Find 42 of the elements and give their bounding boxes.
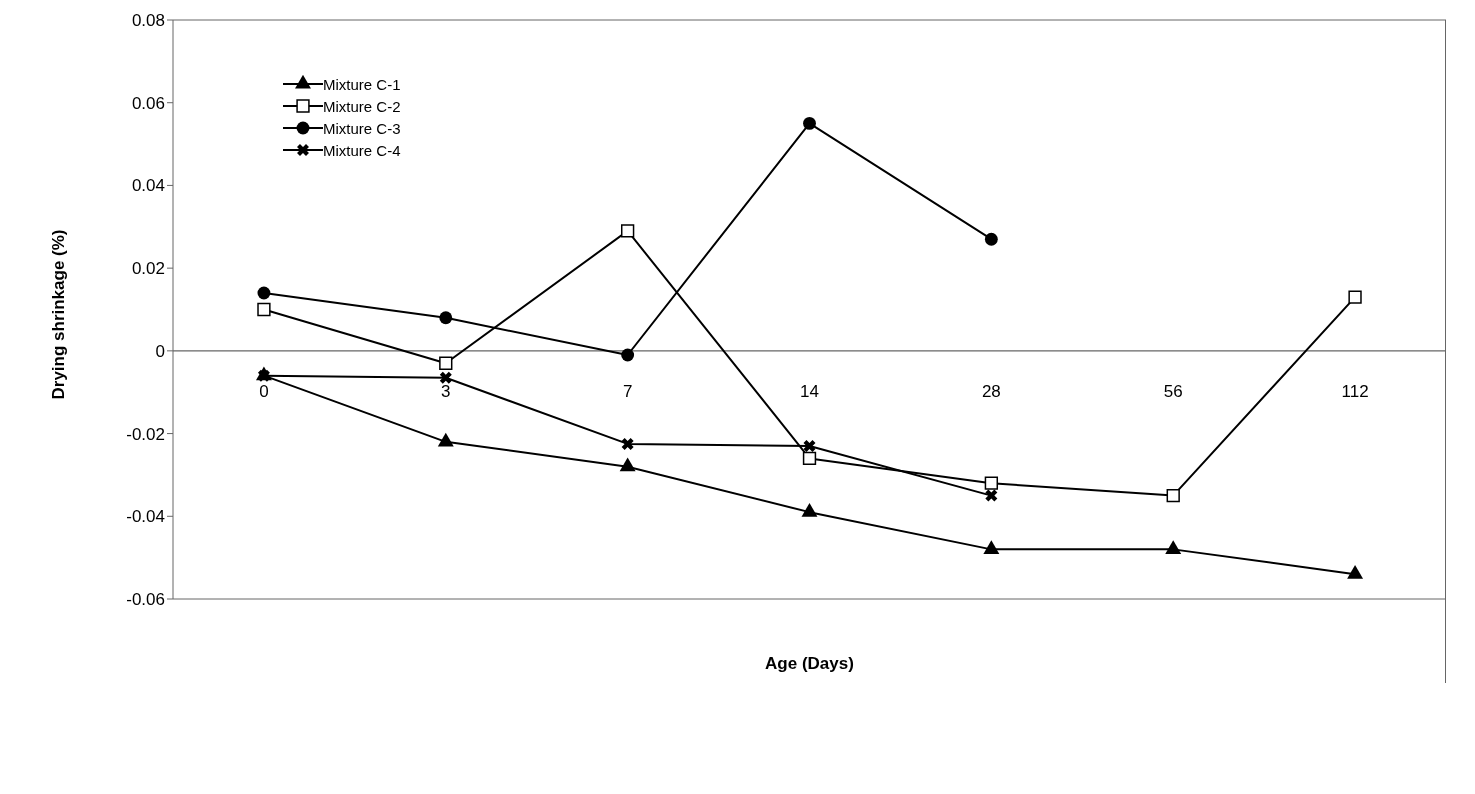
x-tick-label: 28 (981, 381, 1001, 401)
point (1348, 290, 1362, 304)
y-tick-label: 0.06 (131, 93, 165, 113)
legend-label: Mixture C-1 (323, 75, 401, 93)
y-tick-label: -0.06 (126, 590, 165, 610)
y-tick-label: -0.02 (126, 424, 165, 444)
y-tick-label: 0.08 (131, 11, 165, 31)
x-tick-label: 56 (1163, 381, 1183, 401)
point (257, 286, 271, 300)
x-tick-label: 112 (1341, 381, 1369, 401)
point (803, 116, 816, 130)
x-tick-label: 0 (259, 381, 269, 401)
point (801, 502, 818, 517)
y-tick-label: 0.04 (131, 176, 165, 196)
legend-label: Mixture C-4 (323, 141, 401, 159)
x-axis-title: Age (Days) (765, 654, 854, 673)
point (439, 311, 453, 325)
y-tick-label: -0.04 (126, 507, 165, 527)
point (1166, 488, 1180, 503)
point (984, 476, 999, 490)
point (985, 489, 998, 502)
point (437, 432, 454, 447)
x-tick-label: 14 (800, 381, 819, 401)
point (1347, 564, 1364, 579)
point (257, 302, 271, 317)
point (439, 356, 453, 370)
point (621, 348, 635, 362)
y-tick-label: 0 (155, 341, 165, 361)
legend-label: Mixture C-2 (323, 97, 401, 115)
y-axis-title: Drying shrinkage (%) (49, 229, 69, 400)
x-tick-label: 7 (622, 381, 633, 401)
x-tick-label: 3 (441, 381, 451, 401)
point (802, 451, 817, 466)
legend-label: Mixture C-3 (323, 119, 401, 137)
point (984, 232, 998, 246)
point (1165, 540, 1182, 554)
point (803, 439, 816, 452)
y-tick-label: 0.02 (131, 259, 165, 279)
point (439, 371, 452, 384)
point (619, 457, 636, 472)
point (621, 437, 634, 450)
point (983, 540, 1000, 554)
